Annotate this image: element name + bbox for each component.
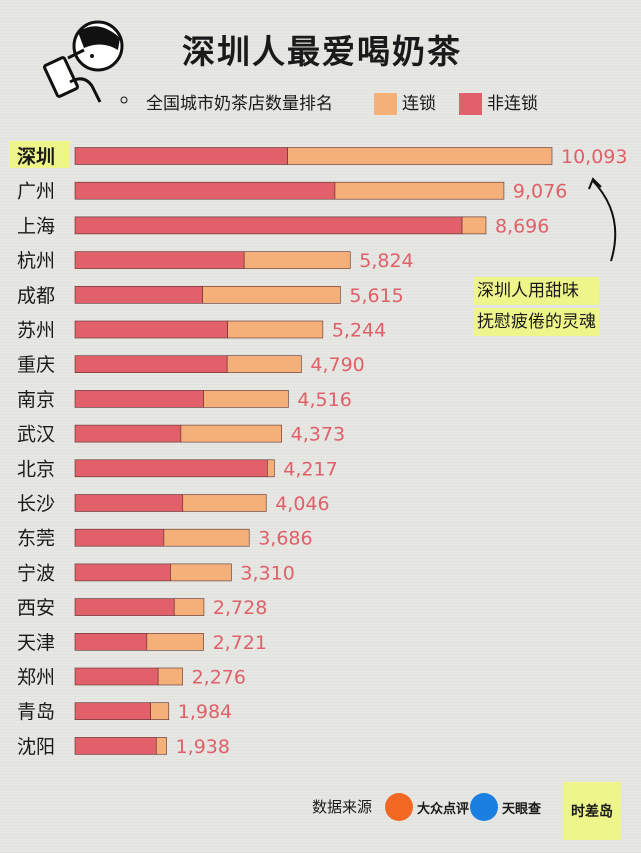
city-label: 上海 bbox=[17, 215, 55, 237]
legend-swatch-nonchain bbox=[459, 93, 482, 115]
bar-segment-chain bbox=[226, 355, 302, 374]
city-label: 青岛 bbox=[17, 701, 55, 723]
brand-tianyancha-name: 天眼查 bbox=[502, 801, 542, 817]
bar-segment-nonchain bbox=[74, 494, 184, 512]
brand-tianyancha: 天眼查 bbox=[470, 793, 541, 821]
source-label: 数据来源 bbox=[312, 798, 373, 816]
milk-tea-drinker-icon bbox=[43, 20, 128, 104]
bar-segment-nonchain bbox=[74, 424, 182, 443]
city-label: 宁波 bbox=[17, 562, 55, 584]
legend-swatch-chain bbox=[374, 93, 397, 115]
bar-segment-nonchain bbox=[74, 563, 171, 582]
bar-segment-nonchain bbox=[74, 251, 245, 269]
city-label: 南京 bbox=[17, 389, 55, 411]
value-label: 10,093 bbox=[561, 146, 627, 168]
bar-segment-nonchain bbox=[74, 216, 463, 235]
bar-segment-nonchain bbox=[74, 737, 157, 755]
city-label: 苏州 bbox=[17, 320, 55, 342]
value-label: 2,276 bbox=[192, 667, 246, 689]
city-label: 西安 bbox=[17, 597, 55, 619]
city-label: 武汉 bbox=[17, 424, 55, 446]
value-label: 8,696 bbox=[495, 215, 549, 237]
bar-segment-nonchain bbox=[74, 181, 336, 200]
bar-segment-chain bbox=[287, 147, 553, 165]
value-label: 1,984 bbox=[178, 701, 232, 723]
bar-segment-chain bbox=[182, 494, 267, 512]
bar-segment-chain bbox=[202, 285, 341, 304]
highlight-marker bbox=[9, 141, 70, 168]
chart-subtitle: 全国城市奶茶店数量排名 bbox=[146, 94, 333, 114]
bar-segment-chain bbox=[170, 563, 232, 582]
legend-label-nonchain: 非连锁 bbox=[487, 94, 538, 114]
dianping-logo-icon bbox=[385, 793, 413, 821]
city-label: 东莞 bbox=[17, 528, 55, 550]
bar-segment-chain bbox=[155, 737, 167, 755]
tianyancha-logo-icon bbox=[470, 793, 498, 821]
bar-segment-chain bbox=[227, 320, 324, 339]
city-label: 广州 bbox=[17, 181, 55, 203]
annotation-line-1: 深圳人用甜味 bbox=[474, 277, 599, 305]
value-label: 2,728 bbox=[213, 597, 267, 619]
bar-segment-chain bbox=[461, 216, 487, 235]
brand-dianping-name: 大众点评 bbox=[417, 801, 470, 817]
value-label: 2,721 bbox=[213, 632, 267, 654]
publisher-badge: 时差岛 bbox=[563, 782, 621, 840]
value-label: 9,076 bbox=[513, 181, 567, 203]
value-label: 4,046 bbox=[275, 493, 329, 515]
bar-segment-chain bbox=[157, 667, 183, 686]
legend-item-nonchain: 非连锁 bbox=[459, 92, 538, 116]
city-label: 重庆 bbox=[17, 354, 55, 376]
bar-segment-chain bbox=[243, 251, 351, 269]
annotation-box: 深圳人用甜味 抚慰疲倦的灵魂 bbox=[474, 277, 599, 339]
city-label: 长沙 bbox=[17, 493, 55, 515]
bar-segment-nonchain bbox=[74, 285, 203, 304]
chart-title: 深圳人最爱喝奶茶 bbox=[182, 32, 462, 71]
bar-segment-nonchain bbox=[74, 390, 204, 408]
value-label: 1,938 bbox=[176, 736, 230, 758]
value-label: 4,373 bbox=[291, 424, 345, 446]
value-label: 3,686 bbox=[258, 528, 312, 550]
annotation-line-2: 抚慰疲倦的灵魂 bbox=[474, 308, 599, 336]
bar-segment-nonchain bbox=[74, 528, 165, 547]
value-label: 5,824 bbox=[359, 250, 413, 272]
bar-segment-nonchain bbox=[74, 320, 228, 339]
legend-item-chain: 连锁 bbox=[374, 92, 436, 116]
city-label: 沈阳 bbox=[17, 736, 55, 758]
bar-segment-chain bbox=[150, 702, 170, 721]
bar-segment-nonchain bbox=[74, 702, 151, 721]
bar-segment-chain bbox=[203, 390, 289, 408]
bar-segment-chain bbox=[163, 528, 250, 547]
bar-segment-nonchain bbox=[74, 632, 148, 651]
city-label: 天津 bbox=[17, 632, 55, 654]
city-label: 深圳 bbox=[17, 145, 55, 168]
bar-segment-chain bbox=[173, 598, 205, 616]
city-label: 成都 bbox=[17, 285, 55, 307]
city-label: 杭州 bbox=[17, 250, 55, 272]
value-label: 4,217 bbox=[283, 458, 337, 480]
city-label: 郑州 bbox=[17, 667, 55, 689]
bar-segment-nonchain bbox=[74, 459, 268, 478]
curved-arrow-icon bbox=[588, 177, 617, 262]
value-label: 4,790 bbox=[310, 354, 364, 376]
brand-dianping: 大众点评 bbox=[385, 793, 469, 821]
legend-label-chain: 连锁 bbox=[402, 94, 436, 114]
bar-segment-nonchain bbox=[74, 598, 175, 616]
value-label: 5,244 bbox=[332, 320, 386, 342]
value-label: 4,516 bbox=[297, 389, 351, 411]
bar-segment-nonchain bbox=[74, 355, 228, 374]
bar-segment-nonchain bbox=[74, 667, 159, 686]
value-label: 5,615 bbox=[349, 285, 403, 307]
bar-segment-chain bbox=[146, 632, 204, 651]
bar-segment-nonchain bbox=[74, 147, 288, 165]
city-label: 北京 bbox=[17, 458, 55, 480]
bar-segment-chain bbox=[334, 181, 505, 200]
bar-segment-chain bbox=[267, 459, 275, 478]
value-label: 3,310 bbox=[240, 562, 294, 584]
bar-segment-chain bbox=[180, 424, 282, 443]
